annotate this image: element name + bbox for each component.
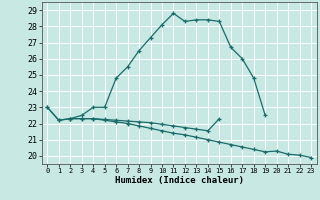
X-axis label: Humidex (Indice chaleur): Humidex (Indice chaleur) xyxy=(115,176,244,185)
